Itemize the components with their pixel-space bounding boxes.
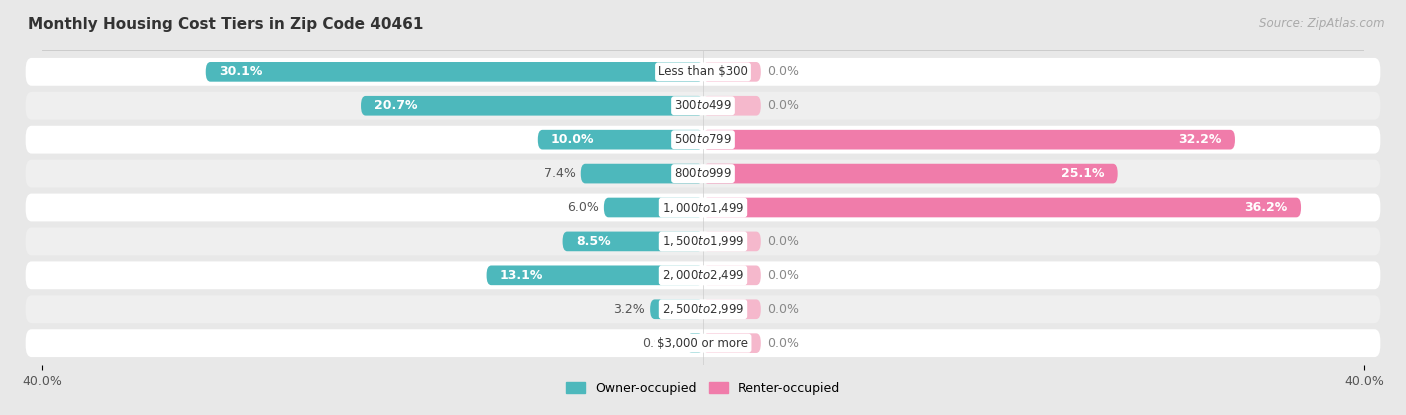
- Text: Monthly Housing Cost Tiers in Zip Code 40461: Monthly Housing Cost Tiers in Zip Code 4…: [28, 17, 423, 32]
- Text: Source: ZipAtlas.com: Source: ZipAtlas.com: [1260, 17, 1385, 29]
- FancyBboxPatch shape: [25, 295, 1381, 323]
- Text: $2,500 to $2,999: $2,500 to $2,999: [662, 302, 744, 316]
- Legend: Owner-occupied, Renter-occupied: Owner-occupied, Renter-occupied: [561, 377, 845, 400]
- Text: 7.4%: 7.4%: [544, 167, 576, 180]
- Text: 25.1%: 25.1%: [1062, 167, 1105, 180]
- FancyBboxPatch shape: [25, 160, 1381, 188]
- Text: 10.0%: 10.0%: [551, 133, 595, 146]
- FancyBboxPatch shape: [703, 232, 761, 251]
- Text: 0.0%: 0.0%: [768, 337, 800, 350]
- FancyBboxPatch shape: [581, 164, 703, 183]
- Text: 13.1%: 13.1%: [499, 269, 543, 282]
- FancyBboxPatch shape: [703, 333, 761, 353]
- FancyBboxPatch shape: [703, 164, 1118, 183]
- Text: 6.0%: 6.0%: [567, 201, 599, 214]
- Text: $300 to $499: $300 to $499: [673, 99, 733, 112]
- Text: 0.0%: 0.0%: [768, 235, 800, 248]
- Text: 0.0%: 0.0%: [768, 303, 800, 316]
- FancyBboxPatch shape: [605, 198, 703, 217]
- FancyBboxPatch shape: [205, 62, 703, 82]
- Text: Less than $300: Less than $300: [658, 65, 748, 78]
- FancyBboxPatch shape: [25, 58, 1381, 86]
- Text: 20.7%: 20.7%: [374, 99, 418, 112]
- FancyBboxPatch shape: [25, 92, 1381, 120]
- FancyBboxPatch shape: [361, 96, 703, 116]
- Text: $1,500 to $1,999: $1,500 to $1,999: [662, 234, 744, 249]
- FancyBboxPatch shape: [703, 266, 761, 285]
- Text: $500 to $799: $500 to $799: [673, 133, 733, 146]
- Text: $1,000 to $1,499: $1,000 to $1,499: [662, 200, 744, 215]
- FancyBboxPatch shape: [688, 333, 703, 353]
- FancyBboxPatch shape: [25, 329, 1381, 357]
- Text: 0.0%: 0.0%: [768, 65, 800, 78]
- FancyBboxPatch shape: [25, 193, 1381, 222]
- FancyBboxPatch shape: [25, 227, 1381, 255]
- FancyBboxPatch shape: [25, 261, 1381, 289]
- Text: $2,000 to $2,499: $2,000 to $2,499: [662, 269, 744, 282]
- Text: 36.2%: 36.2%: [1244, 201, 1288, 214]
- FancyBboxPatch shape: [650, 299, 703, 319]
- Text: $800 to $999: $800 to $999: [673, 167, 733, 180]
- Text: $3,000 or more: $3,000 or more: [658, 337, 748, 350]
- Text: 8.5%: 8.5%: [576, 235, 610, 248]
- FancyBboxPatch shape: [562, 232, 703, 251]
- FancyBboxPatch shape: [703, 62, 761, 82]
- FancyBboxPatch shape: [703, 299, 761, 319]
- FancyBboxPatch shape: [537, 130, 703, 149]
- Text: 3.2%: 3.2%: [613, 303, 645, 316]
- Text: 0.0%: 0.0%: [768, 99, 800, 112]
- FancyBboxPatch shape: [703, 198, 1301, 217]
- FancyBboxPatch shape: [703, 130, 1234, 149]
- Text: 0.96%: 0.96%: [643, 337, 682, 350]
- FancyBboxPatch shape: [25, 126, 1381, 154]
- Text: 0.0%: 0.0%: [768, 269, 800, 282]
- FancyBboxPatch shape: [486, 266, 703, 285]
- Text: 30.1%: 30.1%: [219, 65, 263, 78]
- Text: 32.2%: 32.2%: [1178, 133, 1222, 146]
- FancyBboxPatch shape: [703, 96, 761, 116]
